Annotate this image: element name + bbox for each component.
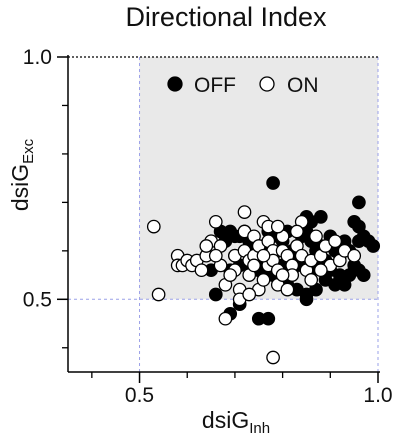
x-axis-label-main: dsiG <box>202 407 249 433</box>
x-axis-label-sub: Inh <box>249 420 270 437</box>
data-point-on <box>146 219 161 234</box>
data-point-on <box>328 234 342 249</box>
x-axis-label: dsiGInh <box>202 407 270 437</box>
data-point-off <box>366 239 381 253</box>
data-point-off <box>261 311 276 326</box>
data-point-on <box>304 273 319 287</box>
data-point-off <box>208 287 223 302</box>
data-point-on <box>223 268 238 282</box>
data-point-on <box>313 263 328 278</box>
data-point-on <box>266 350 280 365</box>
data-point-on <box>194 263 209 278</box>
legend-marker-off <box>167 76 183 92</box>
data-point-on <box>309 229 323 244</box>
data-point-on <box>256 248 271 263</box>
data-point-on <box>280 282 295 297</box>
data-point-on <box>237 205 252 219</box>
legend-label-on: ON <box>287 74 319 97</box>
x-tick-label: 0.5 <box>125 384 154 407</box>
x-tick-label: 1.0 <box>363 384 392 407</box>
data-point-on <box>242 287 257 302</box>
y-tick-label: 0.5 <box>23 288 52 311</box>
y-axis-label: dsiGExc <box>7 138 37 211</box>
y-axis-label-main: dsiG <box>7 164 33 211</box>
data-point-on <box>208 248 223 263</box>
y-axis-label-sub: Exc <box>20 138 37 164</box>
data-point-off <box>352 195 366 210</box>
data-point-on <box>270 219 285 234</box>
chart-title: Directional Index <box>125 2 327 32</box>
data-point-off <box>299 292 314 307</box>
y-tick-label: 1.0 <box>23 46 52 69</box>
data-point-on <box>199 239 214 253</box>
data-point-on <box>347 248 362 263</box>
data-point-on <box>218 311 233 326</box>
data-point-on <box>208 214 223 229</box>
data-point-on <box>256 273 271 287</box>
data-point-off <box>356 268 371 282</box>
data-point-on <box>151 287 166 302</box>
legend-marker-on <box>259 76 275 92</box>
data-point-off <box>266 176 280 190</box>
data-point-off <box>313 210 328 224</box>
legend-label-off: OFF <box>194 74 236 97</box>
data-point-on <box>275 268 290 282</box>
data-point-on <box>247 258 261 273</box>
data-point-on <box>290 224 304 239</box>
data-point-off <box>352 234 366 249</box>
